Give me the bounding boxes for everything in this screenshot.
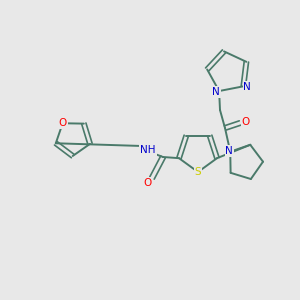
Text: NH: NH	[140, 145, 156, 155]
Text: N: N	[244, 82, 251, 92]
Text: O: O	[58, 118, 67, 128]
Text: N: N	[225, 146, 233, 156]
Text: O: O	[144, 178, 152, 188]
Text: O: O	[242, 117, 250, 127]
Text: S: S	[195, 167, 201, 177]
Text: N: N	[212, 87, 220, 97]
